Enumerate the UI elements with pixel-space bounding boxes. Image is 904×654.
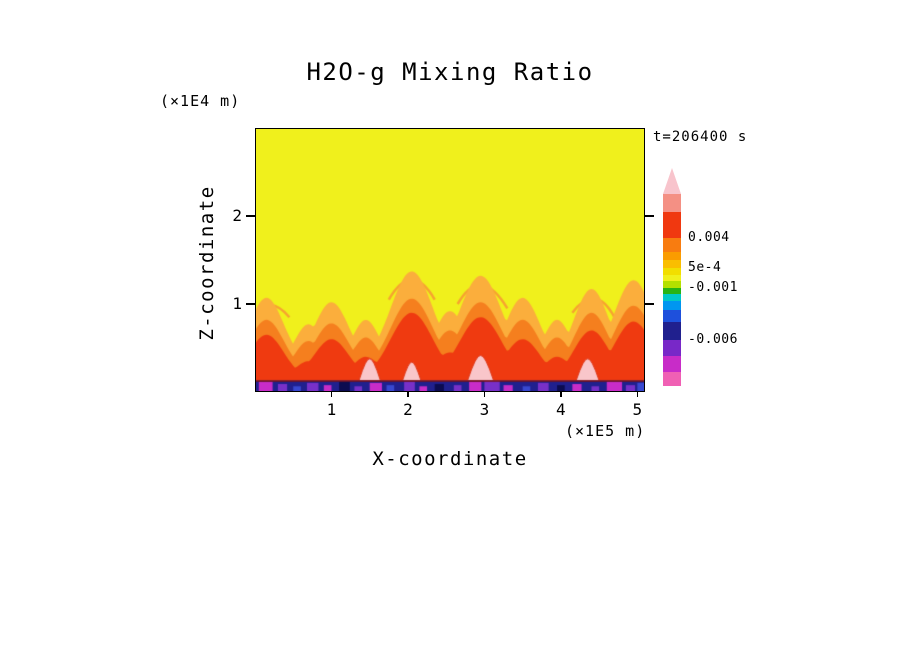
x-tick-label: 1 bbox=[326, 400, 337, 419]
colorbar-segment bbox=[663, 268, 681, 275]
x-tick-mark bbox=[636, 392, 639, 397]
colorbar-label: -0.001 bbox=[688, 280, 738, 295]
colorbar-segment bbox=[663, 252, 681, 260]
colorbar-segment bbox=[663, 212, 681, 238]
colorbar-segment bbox=[663, 194, 681, 212]
z-tick-mark-left bbox=[246, 303, 255, 305]
colorbar-segment bbox=[663, 301, 681, 310]
colorbar-segment bbox=[663, 356, 681, 372]
z-axis-label: Z-coordinate bbox=[196, 185, 218, 341]
x-tick-mark bbox=[560, 392, 562, 397]
colorbar-arrow-tip bbox=[663, 168, 681, 194]
z-tick-mark-right bbox=[645, 215, 654, 217]
x-tick-label: 2 bbox=[403, 400, 413, 419]
colorbar-segment bbox=[663, 260, 681, 268]
colorbar-segment bbox=[663, 238, 681, 252]
colorbar-label: 0.004 bbox=[688, 230, 730, 245]
x-tick-mark bbox=[330, 392, 333, 397]
colorbar-label: -0.006 bbox=[688, 332, 738, 347]
x-tick-label: 4 bbox=[556, 400, 566, 419]
x-tick-mark bbox=[483, 392, 486, 397]
heatmap-plot-area bbox=[255, 128, 645, 392]
x-axis-label: X-coordinate bbox=[372, 448, 528, 470]
colorbar-segment bbox=[663, 275, 681, 281]
x-axis-unit-label: (×1E5 m) bbox=[565, 422, 646, 440]
z-tick-label: 2 bbox=[232, 206, 242, 225]
time-annotation: t=206400 s bbox=[653, 129, 748, 145]
colorbar-segment bbox=[663, 288, 681, 294]
x-tick-mark bbox=[407, 392, 409, 397]
z-tick-mark-left bbox=[246, 215, 255, 217]
colorbar-segment bbox=[663, 310, 681, 322]
z-tick-label: 1 bbox=[232, 294, 242, 313]
x-tick-label: 3 bbox=[479, 400, 490, 419]
z-axis-unit-label: (×1E4 m) bbox=[160, 92, 241, 110]
colorbar-segment bbox=[663, 281, 681, 288]
colorbar bbox=[663, 168, 681, 386]
colorbar-segment bbox=[663, 294, 681, 301]
chart-title: H2O-g Mixing Ratio bbox=[306, 58, 594, 86]
colorbar-segment bbox=[663, 322, 681, 340]
z-tick-mark-right bbox=[645, 303, 654, 305]
colorbar-segment bbox=[663, 372, 681, 386]
colorbar-label: 5e-4 bbox=[688, 260, 722, 275]
colorbar-segment bbox=[663, 340, 681, 356]
x-tick-label: 5 bbox=[632, 400, 643, 419]
